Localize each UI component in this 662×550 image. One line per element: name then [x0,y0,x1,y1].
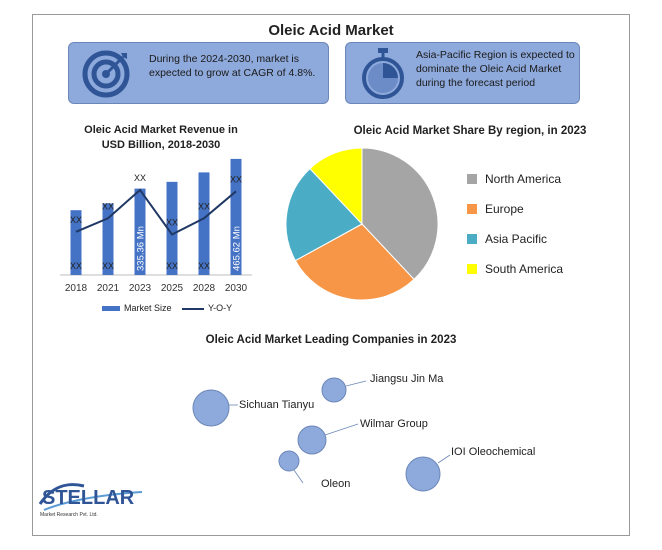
line-data-label: XX [166,218,178,228]
bar-chart-title: Oleic Acid Market Revenue in USD Billion… [84,124,238,151]
bar-legend-yoy: Y-O-Y [182,303,232,313]
pie-slice-europe [294,223,415,301]
pie-slice-north-america [361,147,439,281]
x-tick-label: 2030 [225,283,248,294]
bar-2025 [166,181,178,275]
company-label: Oleon [321,478,351,490]
line-legend-swatch [182,307,204,310]
pie-legend-label: Asia Pacific [485,232,548,246]
bar-2028 [198,172,210,275]
logo-word: STELLAR [42,487,135,509]
leader-wilmar-group [324,423,359,436]
bar-2030 [230,158,242,275]
company-label: Sichuan Tianyu [239,399,315,411]
leader-jiangsu-jin-ma [345,380,367,387]
bar-legend-market-size: Market Size [102,303,172,313]
logo-subtitle: Market Research Pvt. Ltd. [40,512,98,518]
pie-legend-swatch [467,264,477,274]
cagr-callout-text: During the 2024-2030, market is expected… [149,53,316,79]
pie-legend-label: South America [485,262,564,276]
bar-legend-label: Market Size [124,303,172,313]
companies-chart-title: Oleic Acid Market Leading Companies in 2… [205,334,457,346]
bubble-ioi-oleochemical [405,456,441,492]
target-icon [82,50,130,98]
bar-data-label: 465.62 Mn [232,226,243,271]
bar-data-label: XX [70,261,82,271]
leader-oleon [293,469,304,484]
line-legend-label: Y-O-Y [208,303,233,313]
pie-legend-swatch [467,204,477,214]
bubble-wilmar-group [297,425,327,455]
company-label: Wilmar Group [360,418,428,430]
pie-slice-asia-pacific [285,167,363,262]
pie-legend-item: Europe [467,202,524,216]
cagr-callout: During the 2024-2030, market is expected… [68,42,329,104]
leader-ioi-oleochemical [437,454,451,464]
stellar-logo-swoosh: STELLAR Market Research Pvt. Ltd. [38,483,143,518]
pie-legend-label: North America [485,172,562,186]
pie-legend-label: Europe [485,202,524,216]
x-tick-label: 2018 [65,283,88,294]
line-data-label: XX [230,174,242,184]
x-tick-label: 2023 [129,283,152,294]
pie-legend-swatch [467,174,477,184]
line-data-label: XX [134,173,146,183]
line-data-label: XX [198,201,210,211]
bar-data-label: XX [166,261,178,271]
bar-2023 [134,188,146,275]
stopwatch-icon [362,48,404,99]
bar-data-label: XX [102,261,114,271]
bar-2021 [102,203,114,275]
x-tick-label: 2021 [97,283,120,294]
pie-legend-item: North America [467,172,561,186]
yoy-line [75,188,237,236]
pie-legend-swatch [467,234,477,244]
page-title: Oleic Acid Market [268,22,394,39]
bar-data-label: 335.36 Mn [136,226,147,271]
company-label: IOI Oleochemical [451,446,536,458]
x-tick-label: 2028 [193,283,216,294]
company-label: Jiangsu Jin Ma [370,373,444,385]
line-data-label: XX [102,201,114,211]
bar-data-label: XX [198,261,210,271]
bar-2018 [70,210,82,275]
bubble-sichuan-tianyu [192,389,230,427]
stellar-logo: STELLAR Market Research Pvt. Ltd. [38,482,148,527]
pie-legend-item: South America [467,262,563,276]
region-callout-text: Asia-Pacific Region is expected to domin… [416,49,575,89]
pie-slice-south-america [309,147,363,226]
bar-legend-swatch [102,306,120,312]
x-tick-label: 2025 [161,283,184,294]
line-data-label: XX [70,215,82,225]
pie-chart-title: Oleic Acid Market Share By region, in 20… [353,125,587,137]
pie-legend-item: Asia Pacific [467,232,547,246]
bubble-oleon [278,450,300,472]
region-callout: Asia-Pacific Region is expected to domin… [345,42,580,104]
infographic-frame [32,14,630,536]
bubble-jiangsu-jin-ma [321,377,347,403]
